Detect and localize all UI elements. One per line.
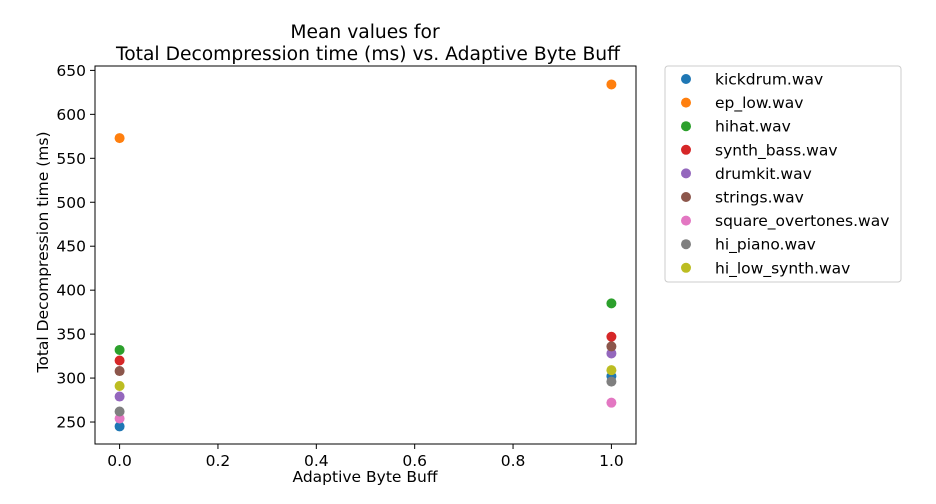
y-tick-label: 500	[56, 194, 86, 212]
x-tick-label: 0.4	[304, 452, 329, 470]
data-point	[114, 344, 125, 355]
data-point	[606, 341, 617, 352]
legend-frame	[664, 65, 902, 283]
plot-frame	[94, 65, 637, 445]
chart-title-line-1: Mean values for	[290, 22, 440, 43]
x-axis-label: Adaptive Byte Buff	[292, 468, 437, 486]
x-tick-label: 0.8	[501, 452, 526, 470]
legend-marker	[681, 144, 691, 155]
legend-marker	[681, 239, 691, 250]
data-point	[114, 406, 125, 417]
legend-item-label: hi_low_synth.wav	[715, 259, 850, 278]
plot-area	[94, 65, 637, 445]
y-tick-label: 650	[56, 62, 86, 80]
legend-item-label: hi_piano.wav	[715, 236, 816, 255]
data-point	[606, 365, 617, 376]
x-axis-ticks: 0.0 0.2 0.4 0.6 0.8 1.0	[107, 444, 624, 470]
y-axis-ticks: 250 300 350 400 450 500 550 600 650	[56, 62, 95, 432]
x-tick-label: 0.2	[206, 452, 231, 470]
x-tick-label: 0.6	[402, 452, 427, 470]
data-point	[114, 366, 125, 377]
y-tick-label: 600	[56, 106, 86, 124]
data-point	[606, 348, 617, 359]
data-point	[606, 397, 617, 408]
y-tick-label: 400	[56, 282, 86, 300]
data-point	[114, 413, 125, 424]
data-point	[114, 133, 125, 144]
data-point	[114, 391, 125, 402]
y-axis-label: Total Decompression time (ms)	[34, 131, 52, 373]
data-point	[114, 421, 125, 432]
x-tick-label: 0.0	[107, 452, 132, 470]
legend-item-label: synth_bass.wav	[715, 141, 838, 160]
data-point	[606, 298, 617, 309]
legend-item-label: kickdrum.wav	[715, 71, 823, 89]
legend-item-label: strings.wav	[715, 189, 804, 207]
legend-item-label: ep_low.wav	[715, 94, 803, 113]
chart-title-line-2: Total Decompression time (ms) vs. Adapti…	[115, 44, 621, 65]
data-points	[114, 79, 617, 432]
legend-item-label: drumkit.wav	[715, 165, 812, 183]
legend-marker	[681, 74, 691, 84]
data-point	[606, 331, 617, 342]
y-tick-label: 250	[56, 414, 86, 432]
legend-marker	[681, 262, 691, 273]
y-tick-label: 550	[56, 150, 86, 168]
legend-item-label: hihat.wav	[715, 118, 791, 136]
data-point	[114, 380, 125, 391]
legend-marker	[681, 192, 691, 202]
data-point	[606, 79, 617, 90]
legend-marker	[681, 215, 691, 226]
legend-marker	[681, 168, 691, 179]
y-tick-label: 450	[56, 238, 86, 256]
y-tick-label: 350	[56, 326, 86, 344]
legend-item-label: square_overtones.wav	[715, 212, 889, 231]
y-tick-label: 300	[56, 370, 86, 388]
legend: kickdrum.wav ep_low.wav hihat.wav synth_bas…	[664, 65, 902, 283]
x-tick-label: 1.0	[599, 452, 624, 470]
legend-marker	[681, 97, 691, 108]
legend-marker	[681, 121, 691, 132]
data-point	[606, 376, 617, 387]
data-point	[114, 355, 125, 366]
